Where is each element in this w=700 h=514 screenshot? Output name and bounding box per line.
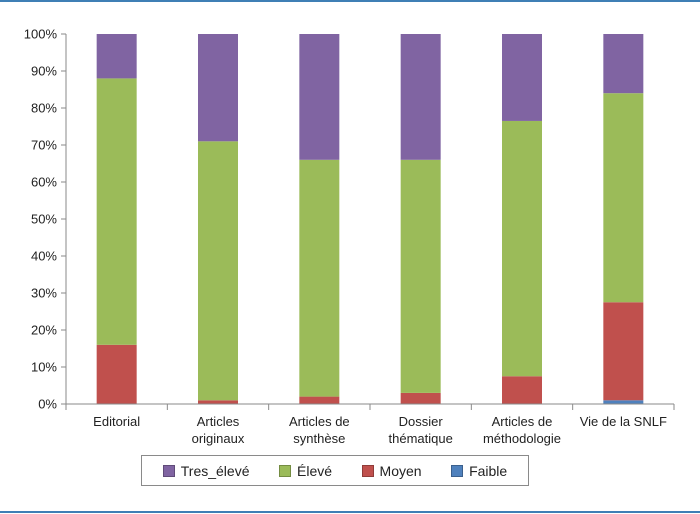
y-tick-label: 40% (31, 249, 57, 264)
y-tick-label: 0% (38, 397, 57, 412)
x-category-label: thématique (389, 431, 453, 446)
legend-item: Moyen (361, 462, 422, 479)
legend-swatch (162, 464, 175, 477)
legend-swatch (451, 464, 464, 477)
y-tick-label: 20% (31, 323, 57, 338)
y-tick-label: 80% (31, 101, 57, 116)
bar-segment-moyen (603, 302, 644, 401)
legend-swatch (279, 464, 291, 477)
y-tick-label: 60% (31, 175, 57, 190)
bar-segment--lev- (502, 120, 542, 377)
bar-segment-moyen (400, 392, 441, 404)
bar-segment-tres-lev- (603, 34, 644, 94)
bar-segment-tres-lev- (502, 34, 542, 121)
bar-segment-moyen (96, 344, 137, 404)
y-tick-label: 100% (24, 27, 58, 42)
bar-segment--lev- (400, 159, 441, 393)
y-tick-label: 10% (31, 360, 57, 375)
top-border (0, 0, 700, 2)
x-category-label: Editorial (93, 414, 140, 429)
bar-segment-tres-lev- (96, 34, 137, 79)
legend-label: Élevé (297, 462, 333, 479)
bar-segment-moyen (299, 396, 340, 404)
y-tick-label: 70% (31, 138, 57, 153)
bar-segment--lev- (603, 93, 644, 303)
x-category-label: Articles (197, 414, 240, 429)
legend-label: Faible (469, 462, 508, 479)
bar-segment-moyen (502, 376, 542, 404)
bar-segment-moyen (198, 400, 238, 404)
bar-segment-tres-lev- (299, 34, 340, 160)
x-category-label: Articles de (289, 414, 350, 429)
bar-segment-tres-lev- (198, 34, 238, 142)
legend-swatch (361, 464, 374, 477)
bar-segment--lev- (198, 141, 238, 401)
bottom-border (0, 511, 700, 513)
y-tick-label: 90% (31, 64, 57, 79)
y-tick-label: 30% (31, 286, 57, 301)
legend: Tres_élevé Élevé Moyen Faible (141, 455, 529, 486)
legend-label: Moyen (379, 462, 422, 479)
x-category-label: Dossier (399, 414, 444, 429)
bar-segment-faible (603, 400, 644, 404)
bar-segment--lev- (96, 78, 137, 345)
legend-item: Tres_élevé (162, 462, 250, 479)
x-category-label: méthodologie (483, 431, 561, 446)
x-category-label: Articles de (492, 414, 553, 429)
bar-segment--lev- (299, 159, 340, 397)
bar-segment-tres-lev- (400, 34, 441, 160)
y-tick-label: 50% (31, 212, 57, 227)
x-category-label: originaux (192, 431, 245, 446)
legend-item: Faible (451, 463, 507, 479)
x-category-label: Vie de la SNLF (580, 414, 667, 429)
legend-item: Élevé (279, 463, 332, 479)
legend-label: Tres_élevé (180, 462, 250, 479)
x-category-label: synthèse (293, 431, 345, 446)
